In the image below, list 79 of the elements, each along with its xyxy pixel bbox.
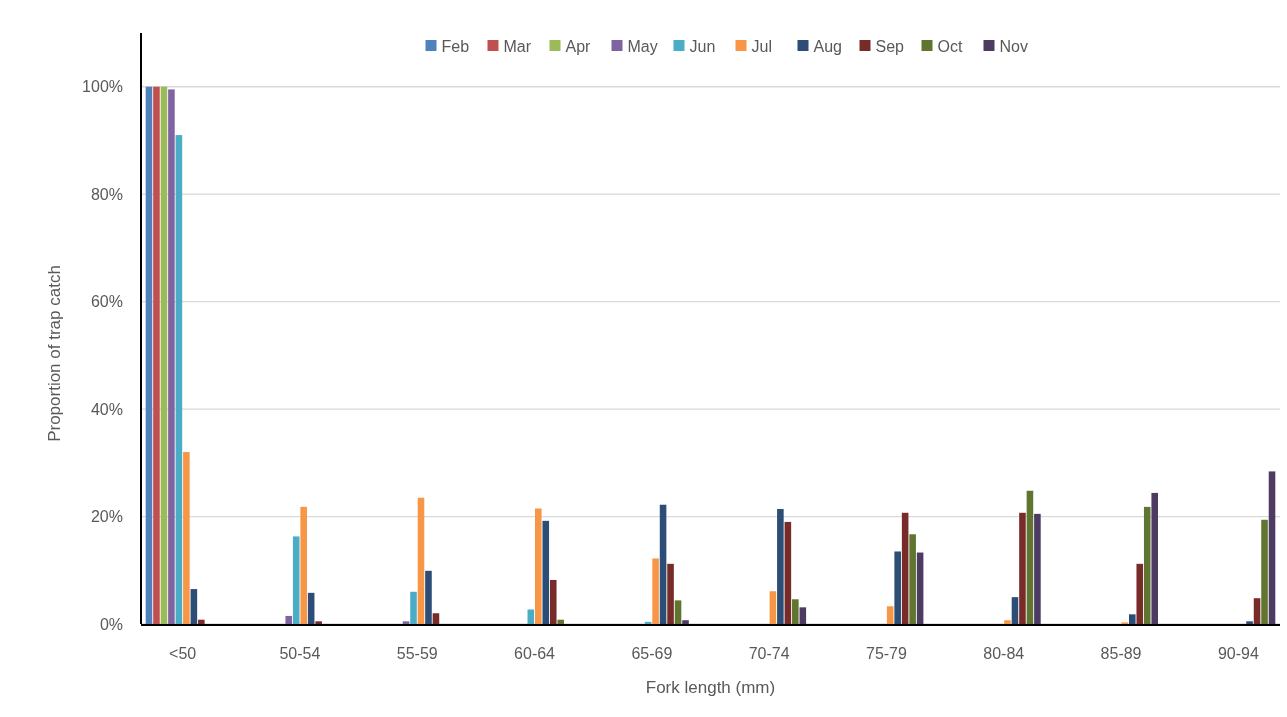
bar	[549, 579, 557, 624]
y-tick-label: 0%	[99, 615, 123, 633]
legend-label: Oct	[937, 37, 963, 55]
bar	[535, 508, 542, 624]
legend-label: May	[627, 37, 658, 55]
legend-label: Feb	[441, 37, 470, 55]
bar	[769, 591, 777, 624]
legend-label: Sep	[875, 37, 905, 55]
legend-label: Nov	[999, 37, 1028, 55]
bar	[153, 86, 160, 624]
bar	[300, 506, 307, 624]
legend-label: Jul	[751, 37, 772, 55]
y-tick-label: 20%	[90, 508, 123, 526]
bar	[183, 452, 190, 624]
legend-label: Mar	[503, 37, 532, 55]
x-axis-title: Fork length (mm)	[645, 678, 776, 697]
y-tick-label: 60%	[90, 293, 123, 311]
x-tick-label: <50	[169, 645, 197, 662]
x-tick-label: 85-89	[1100, 645, 1142, 662]
bar	[777, 509, 784, 624]
x-tick-label: 80-84	[983, 645, 1025, 662]
x-tick-label: 65-69	[631, 645, 673, 662]
bar	[1004, 620, 1011, 624]
bar	[682, 620, 689, 624]
bar	[1253, 598, 1261, 624]
legend-label: Aug	[813, 37, 842, 55]
bar	[402, 621, 410, 624]
bar	[425, 570, 432, 624]
bar	[916, 552, 924, 624]
bar	[410, 591, 417, 624]
legend-label: Jun	[689, 37, 716, 55]
bar	[1151, 492, 1158, 624]
y-tick-label: 100%	[82, 78, 123, 96]
bar	[659, 504, 667, 624]
bar	[901, 512, 909, 624]
bar	[190, 589, 198, 624]
bar	[792, 599, 799, 624]
bar	[667, 563, 674, 624]
bar	[145, 86, 153, 624]
bar	[886, 606, 894, 624]
y-tick-label: 40%	[90, 400, 123, 418]
x-tick-label: 50-54	[279, 645, 321, 662]
bar	[285, 615, 293, 624]
bar	[542, 520, 550, 624]
y-tick-label: 80%	[90, 185, 123, 203]
bar	[1246, 621, 1253, 624]
x-tick-label: 75-79	[865, 645, 908, 662]
bar	[307, 592, 315, 624]
bar	[894, 551, 901, 624]
bar	[160, 86, 168, 624]
bar	[315, 621, 322, 624]
bar	[557, 619, 565, 624]
bar	[1011, 597, 1019, 624]
bar	[168, 89, 175, 624]
bar	[1136, 563, 1144, 624]
bar	[1268, 471, 1276, 624]
bar	[1261, 519, 1268, 624]
y-axis-title: Proportion of trap catch	[45, 265, 64, 442]
bar	[909, 534, 916, 624]
bar	[674, 600, 682, 624]
bar	[1019, 512, 1026, 624]
bar	[527, 609, 535, 624]
bar	[784, 521, 792, 624]
x-tick-label: 55-59	[396, 645, 438, 662]
bar	[1026, 490, 1034, 624]
bar	[652, 558, 659, 624]
legend-label: Apr	[565, 37, 592, 55]
bar	[1128, 614, 1136, 624]
bar	[175, 135, 183, 624]
bar	[417, 497, 425, 624]
bar	[799, 607, 807, 624]
bar	[292, 536, 300, 624]
bar	[198, 619, 205, 624]
x-tick-label: 90-94	[1217, 645, 1259, 662]
x-tick-label: 60-64	[514, 645, 556, 662]
x-tick-label: 70-74	[748, 645, 790, 662]
bar	[1034, 513, 1041, 624]
bar	[1143, 506, 1151, 624]
bar	[432, 613, 440, 624]
